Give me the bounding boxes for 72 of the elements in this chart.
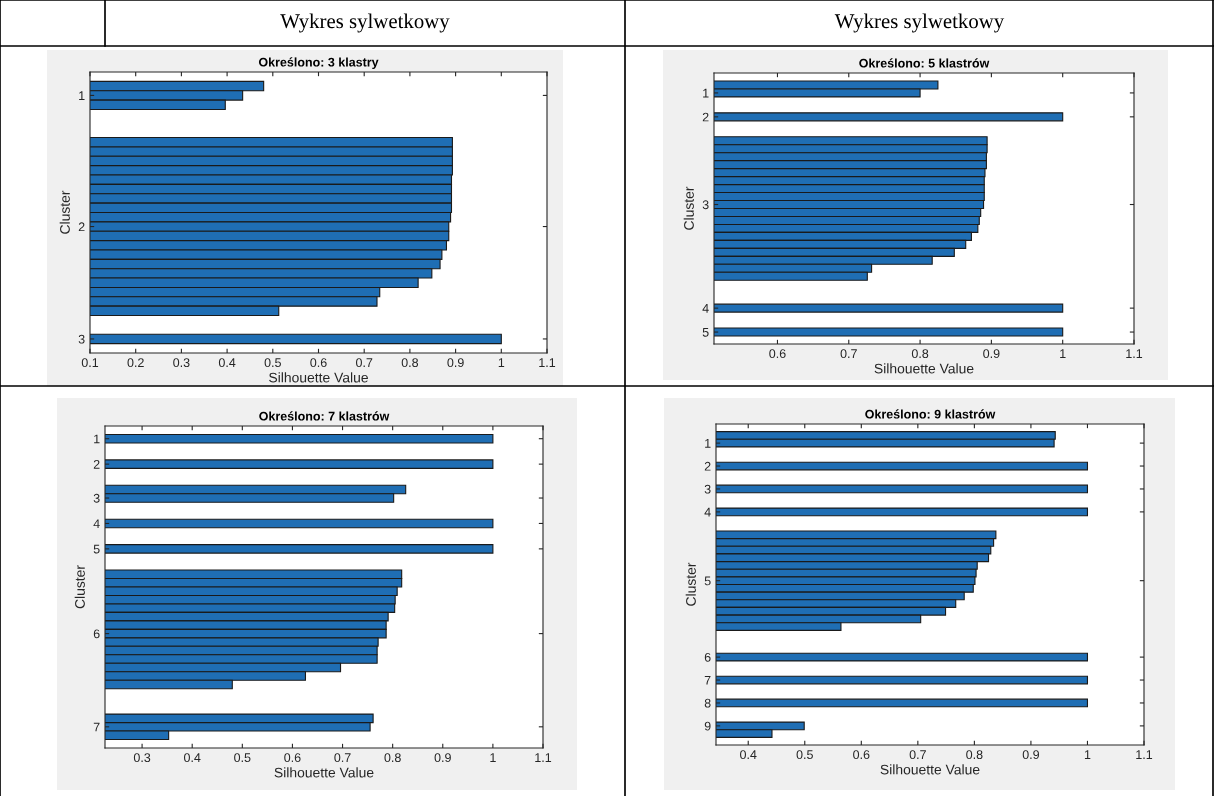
- y-tick-label: 2: [704, 461, 711, 471]
- y-tick-label: 1: [79, 91, 85, 100]
- x-axis-title: Silhouette Value: [269, 372, 368, 383]
- y-axis-title: Cluster: [59, 190, 70, 234]
- x-tick-label: 0.5: [796, 750, 813, 760]
- x-tick-label: 0.8: [401, 358, 419, 368]
- x-tick-label: 1: [498, 358, 505, 367]
- x-tick-label: 0.9: [447, 358, 464, 368]
- x-tick-label: 0.7: [840, 349, 857, 359]
- x-tick-label: 0.3: [133, 753, 151, 763]
- x-tick-label: 0.8: [966, 750, 983, 760]
- x-tick-label: 0.8: [911, 349, 929, 359]
- y-tick-label: 7: [93, 722, 100, 732]
- y-tick-label: 8: [704, 698, 711, 708]
- y-tick-label: 1: [94, 434, 100, 444]
- x-tick-label: 1: [1060, 349, 1066, 358]
- x-tick-label: 0.6: [769, 349, 786, 359]
- y-tick-label: 3: [78, 334, 85, 344]
- chart-title: Określono: 3 klastry: [258, 57, 379, 70]
- chart-title: Określono: 9 klastrów: [865, 409, 996, 419]
- x-tick-label: 0.5: [264, 358, 281, 368]
- x-tick-label: 1.1: [1136, 750, 1153, 759]
- y-axis-title: Cluster: [685, 562, 696, 606]
- y-tick-label: 2: [702, 112, 709, 122]
- y-tick-label: 9: [704, 721, 711, 731]
- x-axis-title: Silhouette Value: [880, 764, 980, 775]
- x-axis-title: Silhouette Value: [274, 767, 374, 778]
- x-tick-label: 0.4: [184, 753, 201, 763]
- y-tick-label: 2: [93, 459, 100, 469]
- y-tick-label: 3: [704, 484, 711, 494]
- y-tick-label: 1: [703, 88, 709, 98]
- x-tick-label: 0.8: [384, 753, 401, 763]
- y-tick-label: 6: [704, 652, 711, 662]
- x-axis-title: Silhouette Value: [874, 363, 974, 374]
- y-tick-label: 5: [704, 576, 711, 586]
- x-tick-label: 0.3: [173, 358, 190, 368]
- x-tick-label: 0.9: [983, 349, 1000, 359]
- x-tick-label: 1.1: [539, 358, 556, 367]
- x-tick-label: 0.6: [310, 358, 327, 368]
- x-tick-label: 0.7: [356, 358, 373, 368]
- y-tick-label: 3: [702, 200, 709, 210]
- x-tick-label: 1.1: [1126, 349, 1143, 358]
- chart-title: Określono: 5 klastrów: [859, 58, 990, 68]
- chart-title: Określono: 7 klastrów: [259, 411, 390, 421]
- y-tick-label: 4: [702, 304, 709, 313]
- y-tick-label: 2: [78, 222, 85, 232]
- x-tick-label: 0.4: [740, 750, 757, 760]
- y-tick-label: 7: [704, 675, 711, 685]
- x-tick-label: 0.4: [218, 358, 236, 368]
- y-tick-label: 4: [704, 507, 711, 517]
- x-tick-label: 1.1: [535, 753, 552, 762]
- y-axis-title: Cluster: [683, 186, 694, 230]
- x-tick-label: 0.7: [909, 750, 926, 760]
- x-tick-label: 1: [1084, 750, 1091, 759]
- y-tick-label: 3: [93, 493, 100, 503]
- y-tick-label: 4: [93, 519, 100, 528]
- y-tick-label: 6: [93, 629, 100, 639]
- chart-subtitle: Wykres sylwetkowy: [834, 13, 1005, 33]
- x-tick-label: 0.6: [853, 750, 870, 760]
- x-tick-label: 0.9: [1022, 750, 1040, 760]
- x-tick-label: 0.6: [284, 753, 301, 763]
- x-tick-label: 0.9: [434, 753, 451, 763]
- y-tick-label: 5: [702, 327, 709, 337]
- x-tick-label: 0.7: [334, 753, 351, 763]
- y-axis-title: Cluster: [74, 565, 85, 609]
- x-tick-label: 0.1: [81, 358, 99, 368]
- x-tick-label: 1: [490, 753, 496, 762]
- y-tick-label: 5: [93, 544, 100, 554]
- chart-subtitle: Wykres sylwetkowy: [280, 13, 450, 33]
- x-tick-label: 0.2: [127, 358, 144, 368]
- y-tick-label: 1: [705, 439, 711, 448]
- x-tick-label: 0.5: [234, 753, 251, 763]
